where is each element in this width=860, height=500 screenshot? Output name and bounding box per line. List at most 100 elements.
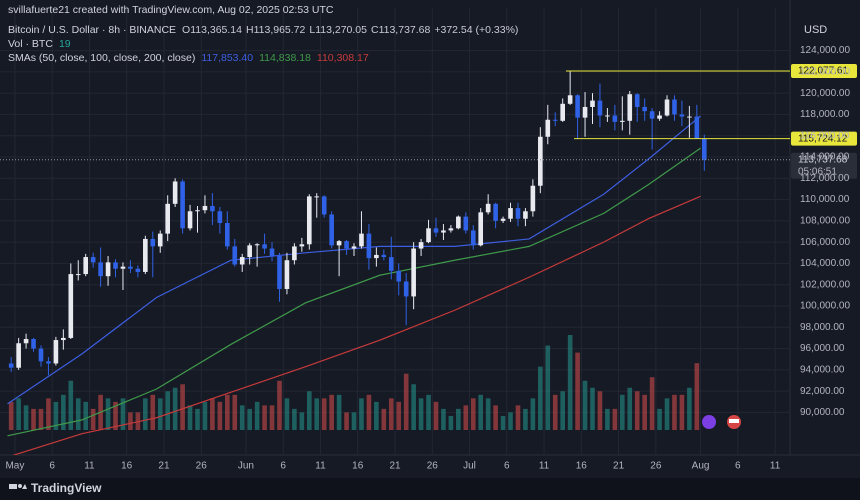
- candle-body: [351, 246, 357, 249]
- candle-body: [306, 196, 312, 245]
- x-tick-label: 11: [539, 461, 550, 472]
- volume-bar: [560, 391, 565, 430]
- volume-bar: [38, 408, 44, 430]
- volume-bar: [299, 412, 305, 430]
- candle-body: [418, 242, 424, 249]
- y-tick-label: 98,000.00: [800, 322, 845, 333]
- volume-bar: [105, 398, 111, 430]
- y-tick-label: 94,000.00: [800, 364, 845, 375]
- volume-bar: [620, 394, 625, 430]
- candle-body: [105, 262, 111, 277]
- candle-body: [329, 214, 334, 246]
- volume-bar: [500, 415, 506, 430]
- volume-bar: [143, 398, 148, 430]
- volume-bar: [418, 398, 424, 430]
- candle-body: [664, 99, 670, 116]
- candle-body: [23, 338, 29, 344]
- volume-bar: [687, 387, 692, 430]
- candle-body: [612, 115, 618, 122]
- candle-body: [314, 196, 320, 198]
- candle-body: [590, 100, 595, 107]
- candle-body: [374, 254, 379, 259]
- candle-body: [388, 257, 394, 271]
- volume-bar: [634, 391, 640, 430]
- y-tick-label: 106,000.00: [800, 237, 850, 248]
- candle-body: [83, 257, 89, 275]
- volume-bar: [463, 405, 469, 430]
- x-tick-label: 11: [84, 461, 95, 472]
- sma-line: [12, 195, 701, 455]
- currency: USD: [804, 24, 827, 36]
- volume-bar: [590, 387, 595, 430]
- volume-bar: [545, 345, 551, 430]
- candle-body: [575, 95, 580, 118]
- x-tick-label: 26: [427, 461, 439, 472]
- volume-bar: [180, 384, 185, 430]
- volume-bar: [277, 380, 282, 430]
- volume-bar: [672, 394, 677, 430]
- candle-body: [90, 257, 96, 263]
- candle-body: [552, 119, 558, 121]
- candle-body: [53, 340, 59, 364]
- volume-bar: [284, 398, 290, 430]
- candle-body: [396, 270, 402, 282]
- candle-body: [284, 260, 290, 289]
- candle-body: [456, 216, 461, 229]
- x-tick-label: 16: [352, 461, 364, 472]
- volume-bar: [68, 380, 74, 430]
- level-label-box: [791, 131, 857, 146]
- candle-body: [292, 246, 297, 261]
- candle-body: [16, 343, 21, 368]
- candle-body: [210, 205, 215, 212]
- x-tick-label: 16: [121, 461, 133, 472]
- last-price-box: [791, 152, 857, 179]
- x-tick-label: May: [5, 461, 24, 472]
- volume-bar: [649, 377, 655, 430]
- candle-body: [239, 257, 245, 265]
- candle-body: [701, 138, 707, 160]
- ohlc-high: H113,965.72: [246, 24, 306, 36]
- candle-body: [202, 205, 208, 211]
- volume-legend: Vol · BTC 19: [8, 38, 71, 50]
- candle-body: [411, 248, 416, 297]
- candle-body: [493, 203, 498, 221]
- volume-bar: [381, 408, 387, 430]
- candle-body: [98, 262, 103, 277]
- candle-body: [478, 212, 484, 246]
- symbol-legend: Bitcoin / U.S. Dollar · 8h · BINANCE O113…: [8, 24, 518, 36]
- volume-bar: [321, 398, 327, 430]
- x-tick-label: 6: [49, 461, 55, 472]
- volume-bar: [254, 401, 260, 430]
- candle-body: [172, 181, 178, 204]
- candle-body: [247, 245, 252, 258]
- candle-body: [269, 248, 275, 256]
- level-label-box: [791, 64, 857, 79]
- volume-bar: [508, 412, 513, 430]
- ohlc-open: O113,365.14: [182, 24, 242, 36]
- candle-body: [470, 230, 476, 246]
- x-tick-label: 6: [504, 461, 510, 472]
- event-icons: [702, 415, 741, 429]
- candle-body: [597, 100, 603, 116]
- volume-bar: [31, 408, 36, 430]
- y-tick-label: 90,000.00: [800, 407, 845, 418]
- candle-body: [403, 281, 409, 297]
- candle-body: [515, 208, 521, 219]
- volume-bar: [314, 398, 320, 430]
- candle-body: [336, 241, 342, 246]
- volume-bar: [239, 405, 245, 430]
- candle-body: [530, 185, 536, 212]
- y-tick-label: 96,000.00: [800, 343, 845, 354]
- candle-body: [195, 210, 200, 212]
- x-tick-label: 21: [613, 461, 625, 472]
- candle-body: [217, 211, 223, 223]
- volume-bar: [8, 401, 14, 430]
- volume-bar: [217, 401, 223, 430]
- last-price-label: 113,737.68: [798, 154, 848, 165]
- volume-bar: [329, 394, 334, 430]
- volume-title: Vol · BTC: [8, 38, 53, 50]
- volume-bar: [359, 398, 364, 430]
- volume-bar: [456, 408, 461, 430]
